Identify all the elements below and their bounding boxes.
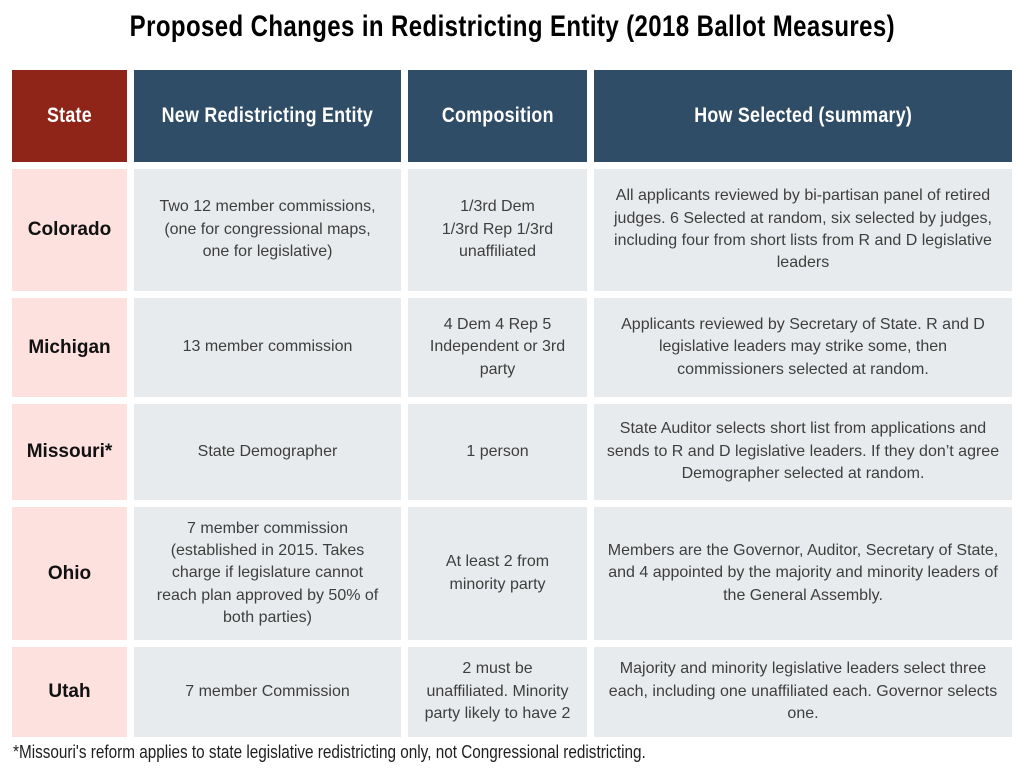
how-selected-cell-utah: Majority and minority legislative leader… — [594, 647, 1012, 737]
entity-cell-michigan: 13 member commission — [134, 298, 401, 397]
state-cell-colorado: Colorado — [12, 169, 127, 291]
state-cell-utah: Utah — [12, 647, 127, 737]
column-header-composition: Composition — [408, 70, 587, 162]
composition-cell-ohio: At least 2 from minority party — [408, 507, 587, 640]
entity-cell-ohio: 7 member commission (established in 2015… — [134, 507, 401, 640]
composition-cell-utah: 2 must be unaffiliated. Minority party l… — [408, 647, 587, 737]
state-cell-ohio: Ohio — [12, 507, 127, 640]
state-cell-michigan: Michigan — [12, 298, 127, 397]
footnote: *Missouri's reform applies to state legi… — [13, 742, 646, 762]
how-selected-cell-missouri: State Auditor selects short list from ap… — [594, 404, 1012, 500]
column-header-state: State — [12, 70, 127, 162]
column-header-how-selected: How Selected (summary) — [594, 70, 1012, 162]
state-cell-missouri: Missouri* — [12, 404, 127, 500]
footnote-container: *Missouri's reform applies to state legi… — [13, 742, 1024, 763]
entity-cell-colorado: Two 12 member commissions, (one for cong… — [134, 169, 401, 291]
column-header-entity: New Redistricting Entity — [134, 70, 401, 162]
column-header-state-label: State — [47, 104, 92, 127]
column-header-how-selected-label: How Selected (summary) — [694, 104, 912, 127]
composition-cell-colorado: 1/3rd Dem 1/3rd Rep 1/3rd unaffiliated — [408, 169, 587, 291]
column-header-entity-label: New Redistricting Entity — [161, 104, 374, 127]
redistricting-table: State New Redistricting Entity Compositi… — [12, 70, 1012, 737]
composition-cell-michigan: 4 Dem 4 Rep 5 Independent or 3rd party — [408, 298, 587, 397]
how-selected-cell-ohio: Members are the Governor, Auditor, Secre… — [594, 507, 1012, 640]
page-title: Proposed Changes in Redistricting Entity… — [129, 10, 895, 43]
page-title-container: Proposed Changes in Redistricting Entity… — [0, 10, 1024, 44]
how-selected-cell-michigan: Applicants reviewed by Secretary of Stat… — [594, 298, 1012, 397]
how-selected-cell-colorado: All applicants reviewed by bi-partisan p… — [594, 169, 1012, 291]
entity-cell-missouri: State Demographer — [134, 404, 401, 500]
composition-cell-missouri: 1 person — [408, 404, 587, 500]
column-header-composition-label: Composition — [441, 104, 554, 127]
entity-cell-utah: 7 member Commission — [134, 647, 401, 737]
